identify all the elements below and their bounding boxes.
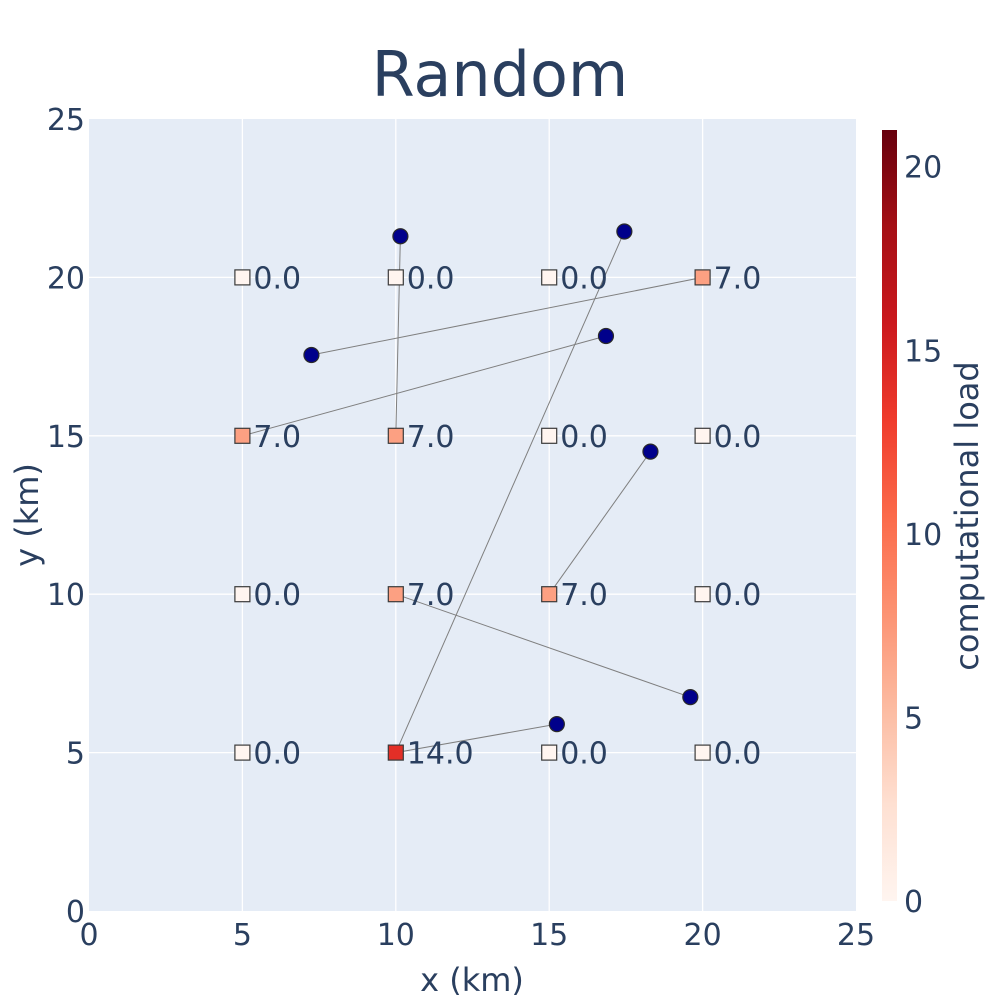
colorbar-ticks: 0 5 10 15 20 xyxy=(904,151,942,920)
server-marker xyxy=(694,427,711,444)
colorbar-tick-label: 5 xyxy=(904,701,923,736)
server-load-label: 0.0 xyxy=(253,261,301,296)
x-tick-label: 25 xyxy=(837,918,875,953)
server-load-label: 0.0 xyxy=(560,261,608,296)
server-marker xyxy=(387,269,404,286)
user-marker xyxy=(392,228,409,245)
server-load-label: 0.0 xyxy=(714,737,762,772)
y-tick-label: 0 xyxy=(66,895,85,930)
y-tick-label: 10 xyxy=(47,578,85,613)
colorbar-tick-label: 10 xyxy=(904,518,942,553)
user-marker xyxy=(548,715,565,733)
server-load-label: 7.0 xyxy=(407,578,455,613)
server-marker xyxy=(694,586,711,603)
server-load-label: 14.0 xyxy=(407,737,474,772)
server-marker xyxy=(234,269,251,286)
user-marker xyxy=(642,443,659,460)
server-load-label: 0.0 xyxy=(253,578,301,613)
colorbar-tick-label: 20 xyxy=(904,151,942,186)
x-tick-label: 5 xyxy=(233,918,252,953)
assignment-link xyxy=(395,723,557,754)
server-marker xyxy=(234,586,251,603)
y-axis-label: y (km) xyxy=(8,463,46,567)
users xyxy=(303,223,699,733)
servers: 0.0 0.0 0.0 7.0 7.0 7.0 0.0 0.0 0.0 7.0 7.0 0.0 0.0 1… xyxy=(234,261,762,772)
grid xyxy=(89,119,856,911)
server-marker xyxy=(234,744,251,761)
plot-area xyxy=(89,119,856,911)
x-tick-label: 10 xyxy=(377,918,415,953)
server-marker xyxy=(541,744,558,761)
user-marker xyxy=(616,223,633,240)
colorbar-tick-label: 15 xyxy=(904,334,942,369)
server-marker xyxy=(387,586,404,603)
server-load-label: 0.0 xyxy=(407,261,455,296)
y-tick-label: 20 xyxy=(47,261,85,296)
chart-title: Random xyxy=(372,38,629,111)
x-tick-label: 20 xyxy=(684,918,722,953)
colorbar-title: computational load xyxy=(948,361,986,670)
server-marker xyxy=(234,427,251,444)
server-load-label: 7.0 xyxy=(407,420,455,455)
user-marker xyxy=(682,689,699,706)
colorbar xyxy=(882,130,897,901)
server-load-label: 7.0 xyxy=(714,261,762,296)
user-marker xyxy=(597,327,615,345)
server-marker xyxy=(694,744,711,761)
assignment-link xyxy=(395,231,625,753)
server-load-label: 0.0 xyxy=(560,737,608,772)
y-axis-ticks: 0 5 10 15 20 25 xyxy=(47,103,85,930)
assignment-link xyxy=(395,593,691,698)
assignment-link xyxy=(242,335,607,437)
server-marker xyxy=(387,744,404,761)
x-tick-label: 15 xyxy=(530,918,568,953)
server-marker xyxy=(387,427,404,444)
server-marker xyxy=(694,269,711,286)
y-tick-label: 5 xyxy=(66,737,85,772)
server-load-label: 0.0 xyxy=(253,737,301,772)
server-load-label: 7.0 xyxy=(253,420,301,455)
server-load-label: 7.0 xyxy=(560,578,608,613)
colorbar-tick-label: 0 xyxy=(904,885,923,920)
assignment-link xyxy=(548,451,651,595)
x-axis-ticks: 0 5 10 15 20 25 xyxy=(79,918,875,953)
y-tick-label: 25 xyxy=(47,103,85,138)
user-marker xyxy=(303,346,320,364)
assignment-links xyxy=(242,231,703,754)
server-load-label: 0.0 xyxy=(714,420,762,455)
server-marker xyxy=(541,586,558,603)
x-axis-label: x (km) xyxy=(420,961,524,999)
assignment-link xyxy=(311,276,703,356)
server-marker xyxy=(541,269,558,286)
server-load-label: 0.0 xyxy=(560,420,608,455)
server-marker xyxy=(541,427,558,444)
x-tick-label: 0 xyxy=(79,918,98,953)
y-tick-label: 15 xyxy=(47,420,85,455)
server-load-label: 0.0 xyxy=(714,578,762,613)
